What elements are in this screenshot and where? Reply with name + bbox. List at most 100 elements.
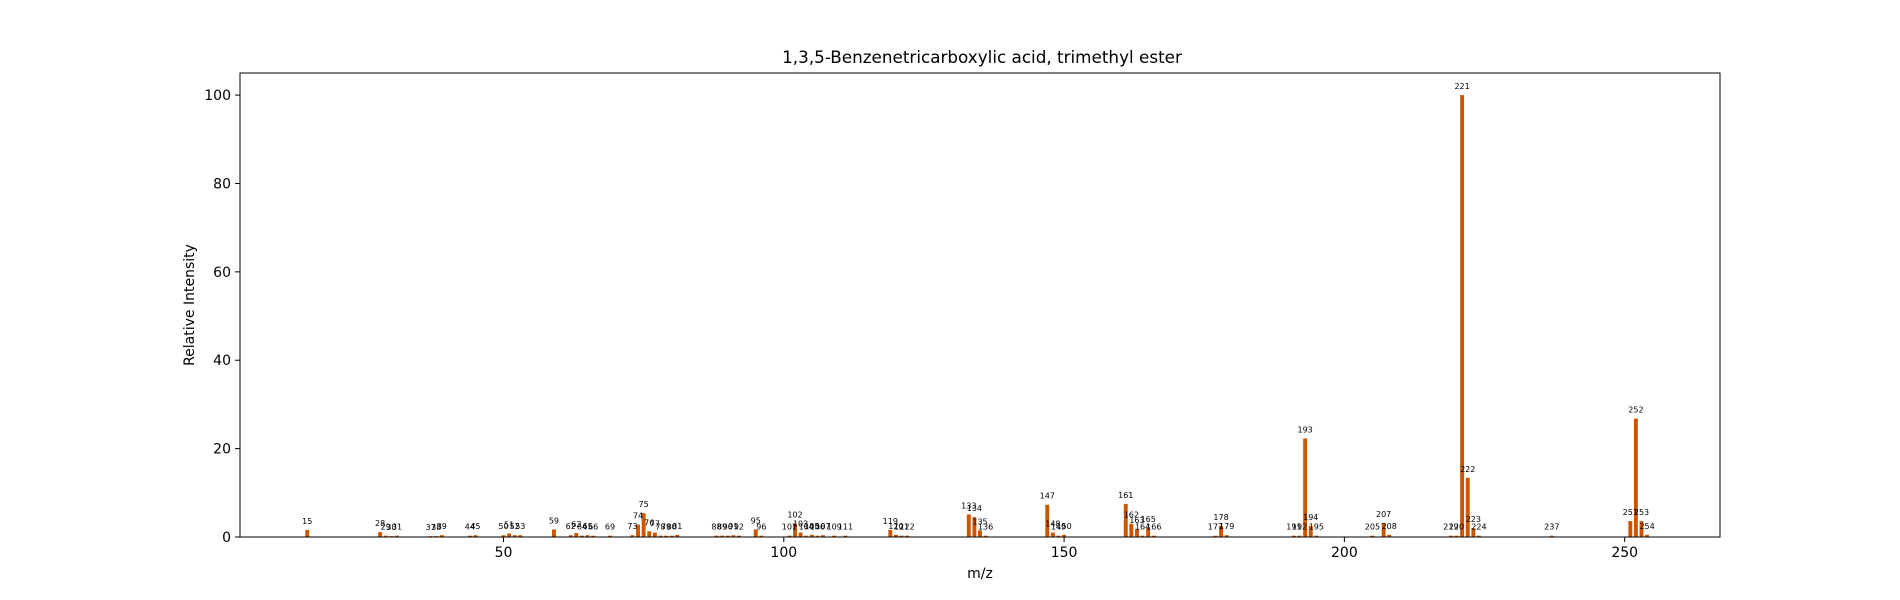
peak-bar-29 — [383, 535, 388, 537]
peak-bar-193 — [1303, 438, 1308, 537]
peak-bar-205 — [1370, 535, 1375, 537]
peak-label-88: 88 — [711, 523, 721, 532]
peak-bar-81 — [675, 534, 680, 537]
peak-bar-221 — [1460, 95, 1465, 537]
peak-bar-66 — [591, 535, 596, 537]
peak-label-38: 38 — [431, 523, 441, 532]
peak-bar-77 — [652, 532, 657, 537]
peak-label-222: 222 — [1460, 465, 1475, 474]
x-tick-label-200: 200 — [1331, 545, 1358, 561]
peak-label-219: 219 — [1443, 523, 1458, 532]
peak-bar-44 — [467, 535, 472, 537]
peak-bar-88 — [714, 535, 719, 537]
peak-label-192: 192 — [1292, 523, 1307, 532]
peak-bar-134 — [972, 517, 977, 537]
peak-bar-254 — [1645, 534, 1650, 537]
peak-label-28: 28 — [375, 519, 385, 528]
peak-label-165: 165 — [1141, 515, 1156, 524]
y-tick-label-80: 80 — [213, 176, 231, 192]
peak-label-135: 135 — [972, 517, 987, 526]
peak-label-220: 220 — [1449, 523, 1464, 532]
peak-label-191: 191 — [1286, 523, 1301, 532]
peak-bar-178 — [1219, 525, 1224, 537]
chart-title: 1,3,5-Benzenetricarboxylic acid, trimeth… — [782, 47, 1182, 67]
peak-bar-220 — [1454, 535, 1459, 537]
peak-label-164: 164 — [1135, 523, 1150, 532]
peak-bar-177 — [1213, 535, 1218, 537]
x-tick-label-250: 250 — [1611, 545, 1638, 561]
peak-bar-80 — [669, 535, 674, 537]
peak-label-92: 92 — [734, 523, 744, 532]
peak-bar-135 — [978, 530, 982, 537]
peak-label-44: 44 — [465, 523, 475, 532]
peak-label-106: 106 — [810, 523, 825, 532]
peak-label-104: 104 — [799, 523, 814, 532]
peak-bar-133 — [966, 514, 971, 537]
peak-label-237: 237 — [1544, 523, 1559, 532]
peak-bar-150 — [1062, 534, 1067, 537]
peak-bar-120 — [893, 534, 898, 537]
peak-label-208: 208 — [1382, 522, 1397, 531]
peak-bar-95 — [753, 529, 758, 537]
peak-bar-96 — [759, 535, 764, 537]
peak-bar-76 — [647, 531, 652, 537]
peak-label-62: 62 — [566, 522, 576, 531]
peak-label-161: 161 — [1118, 491, 1133, 500]
peak-bar-103 — [798, 532, 803, 537]
peak-bar-191 — [1291, 535, 1296, 537]
peak-label-101: 101 — [782, 523, 797, 532]
peak-label-80: 80 — [667, 523, 677, 532]
peak-bar-207 — [1381, 522, 1386, 537]
peak-label-179: 179 — [1219, 522, 1234, 531]
peak-bar-52 — [512, 535, 517, 537]
peak-label-251: 251 — [1623, 508, 1638, 517]
peak-label-148: 148 — [1045, 520, 1060, 529]
peak-bar-164 — [1140, 535, 1145, 537]
peak-bar-105 — [809, 534, 814, 537]
peak-bar-136 — [983, 535, 988, 537]
peak-bar-165 — [1146, 528, 1151, 537]
peak-bar-73 — [630, 535, 635, 537]
peak-label-66: 66 — [588, 523, 598, 532]
peak-bar-59 — [551, 529, 556, 537]
peak-label-252: 252 — [1628, 406, 1643, 415]
peak-bar-90 — [725, 535, 730, 537]
peak-label-121: 121 — [894, 523, 909, 532]
peak-bar-91 — [731, 535, 736, 537]
peak-bar-149 — [1056, 535, 1061, 537]
peak-label-15: 15 — [302, 517, 312, 526]
peak-label-107: 107 — [815, 522, 830, 531]
peak-bar-224 — [1476, 535, 1481, 537]
peak-label-162: 162 — [1124, 511, 1139, 520]
peak-bar-79 — [664, 535, 669, 537]
peak-bar-92 — [736, 535, 741, 537]
peak-label-205: 205 — [1365, 523, 1380, 532]
peak-label-194: 194 — [1303, 513, 1318, 522]
peak-label-223: 223 — [1466, 515, 1481, 524]
peak-bar-119 — [888, 529, 893, 537]
peak-label-221: 221 — [1454, 82, 1469, 91]
peak-label-207: 207 — [1376, 510, 1391, 519]
peak-label-78: 78 — [655, 523, 665, 532]
peak-label-50: 50 — [498, 522, 508, 531]
y-tick-label-0: 0 — [222, 530, 231, 546]
peak-bar-179 — [1224, 535, 1229, 537]
peak-label-224: 224 — [1471, 523, 1486, 532]
peak-label-89: 89 — [717, 523, 727, 532]
peak-bar-163 — [1135, 529, 1139, 537]
peak-label-81: 81 — [672, 522, 682, 531]
peak-label-166: 166 — [1146, 523, 1161, 532]
peak-label-74: 74 — [633, 512, 643, 521]
x-axis-ticks: 50 100 150 200 250 — [495, 537, 1638, 561]
peak-label-122: 122 — [899, 523, 914, 532]
x-tick-label-150: 150 — [1051, 545, 1078, 561]
peak-label-95: 95 — [751, 516, 761, 525]
peak-bar-252 — [1633, 418, 1638, 537]
peak-bar-62 — [568, 535, 573, 537]
peak-label-103: 103 — [793, 520, 808, 529]
peak-label-52: 52 — [510, 522, 520, 531]
peak-bar-195 — [1314, 535, 1319, 537]
peak-bar-109 — [832, 535, 837, 537]
peak-label-31: 31 — [392, 523, 402, 532]
